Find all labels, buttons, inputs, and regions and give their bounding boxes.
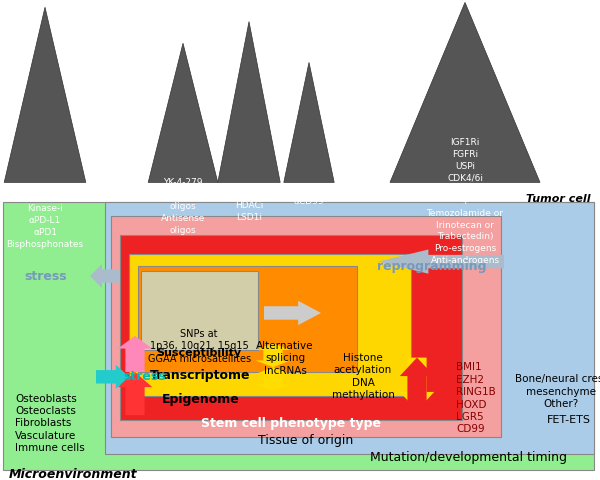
- Polygon shape: [378, 250, 504, 274]
- Text: Susceptibility: Susceptibility: [157, 348, 242, 358]
- Polygon shape: [256, 343, 290, 367]
- Text: stress: stress: [24, 269, 67, 283]
- Text: Epigenome: Epigenome: [162, 393, 240, 406]
- Text: Mutation/developmental timing: Mutation/developmental timing: [370, 451, 566, 464]
- Text: Tumor cell: Tumor cell: [526, 194, 591, 204]
- Polygon shape: [390, 2, 540, 182]
- Text: Stem cell phenotype type: Stem cell phenotype type: [201, 417, 381, 430]
- Bar: [3, 202, 594, 470]
- Text: BMI1
EZH2
RING1B
HOXD
LGR5
CD99: BMI1 EZH2 RING1B HOXD LGR5 CD99: [456, 362, 496, 434]
- Text: αCD99: αCD99: [293, 197, 325, 206]
- Bar: [120, 235, 462, 420]
- Polygon shape: [118, 372, 152, 415]
- Polygon shape: [256, 367, 290, 391]
- Polygon shape: [264, 301, 321, 325]
- Bar: [105, 202, 594, 454]
- Bar: [111, 216, 501, 437]
- Polygon shape: [400, 358, 434, 410]
- Polygon shape: [218, 22, 280, 182]
- Bar: [138, 266, 357, 372]
- Text: Transcriptome: Transcriptome: [150, 369, 251, 382]
- Polygon shape: [4, 7, 86, 182]
- Polygon shape: [148, 43, 218, 182]
- Text: reprogramming: reprogramming: [377, 260, 487, 273]
- Text: Bone/neural crest
mesenchyme
Other?: Bone/neural crest mesenchyme Other?: [515, 374, 600, 409]
- Text: Tissue of origin: Tissue of origin: [259, 434, 353, 447]
- Text: Alternative
splicing
lncRNAs: Alternative splicing lncRNAs: [256, 341, 314, 375]
- Polygon shape: [96, 365, 129, 389]
- Polygon shape: [284, 62, 334, 182]
- Text: Histone
acetylation
DNA
methylation: Histone acetylation DNA methylation: [332, 353, 394, 400]
- Text: YK-4-279
Splice switch
oligos
Antisense
oligos: YK-4-279 Splice switch oligos Antisense …: [154, 178, 212, 235]
- Text: HDACi
LSD1i: HDACi LSD1i: [235, 201, 263, 222]
- Text: Osteoblasts
Osteoclasts
Fibroblasts
Vasculature
Immune cells: Osteoblasts Osteoclasts Fibroblasts Vasc…: [15, 394, 85, 453]
- Text: stress: stress: [123, 370, 166, 384]
- Text: exercise
Kinase-i
αPD-L1
αPD1
Bisphosphonates: exercise Kinase-i αPD-L1 αPD1 Bisphospho…: [7, 192, 83, 249]
- Bar: [129, 254, 411, 396]
- Polygon shape: [400, 358, 434, 410]
- Text: Microenvironment: Microenvironment: [9, 468, 137, 480]
- Bar: [141, 271, 258, 350]
- Polygon shape: [90, 264, 120, 288]
- Text: SNPs at
1p36, 10q21, 15q15
GGAA microsatellites: SNPs at 1p36, 10q21, 15q15 GGAA microsat…: [148, 329, 251, 364]
- Text: IGF1Ri
FGFRi
USPi
CDK4/6i
PARPi
+
Temozolamide or
Irinotecan or
Trabectedin)
Pro: IGF1Ri FGFRi USPi CDK4/6i PARPi + Temozo…: [427, 138, 503, 265]
- Text: FET-ETS: FET-ETS: [547, 415, 591, 425]
- Polygon shape: [118, 336, 152, 372]
